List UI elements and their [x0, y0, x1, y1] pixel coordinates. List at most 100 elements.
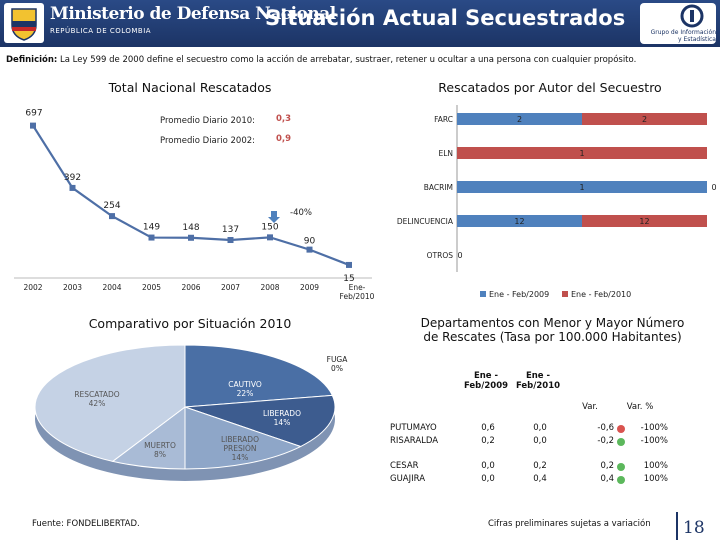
table-header-2009: Ene - Feb/2009 [463, 371, 509, 391]
table-cell-dept: GUAJIRA [390, 474, 426, 484]
table-cell-var-pct: -100% [640, 423, 668, 433]
table-cell-var: -0,6 [597, 423, 614, 433]
status-dot-icon [617, 463, 625, 471]
preliminary-note: Cifras preliminares sujetas a variación [488, 519, 651, 529]
ministry-name: Ministerio de Defensa Nacional [50, 4, 336, 24]
line-data-label: 392 [64, 173, 81, 183]
table-cell-var-pct: 100% [643, 474, 668, 484]
table-cell-2009: 0,0 [481, 461, 495, 471]
definition-text: Definición: La Ley 599 de 2000 define el… [6, 55, 716, 65]
line-data-label: 697 [25, 109, 42, 119]
table-title: Departamentos con Menor y Mayor Número d… [420, 316, 685, 344]
footer-divider [676, 512, 678, 540]
bar-segment [457, 113, 582, 125]
bar-category-label: OTROS [427, 251, 454, 260]
table-cell-var-pct: 100% [643, 461, 668, 471]
pie-slice-pct: 8% [154, 450, 166, 459]
pie-slice-label: FUGA [327, 355, 349, 364]
pie-chart-title: Comparativo por Situación 2010 [88, 316, 292, 331]
line-point [30, 122, 36, 129]
table-header-var-pct: Var. % [626, 402, 654, 412]
table-cell-2009: 0,0 [481, 474, 495, 484]
line-x-tick: 2003 [63, 283, 82, 292]
line-data-label: 90 [304, 237, 316, 247]
line-x-tick: 2006 [181, 283, 200, 292]
bar-data-label: 0 [711, 183, 716, 192]
bar-data-label: 0 [457, 251, 462, 260]
table-cell-dept: PUTUMAYO [390, 423, 437, 433]
line-x-tick: 2009 [300, 283, 319, 292]
down-arrow-icon [268, 208, 280, 223]
avg-2010-value: 0,3 [276, 114, 292, 124]
table-cell-2009: 0,2 [481, 436, 495, 446]
line-x-tick: 2008 [260, 283, 279, 292]
table-cell-2009: 0,6 [481, 423, 495, 433]
table-cell-2010: 0,0 [533, 436, 547, 446]
line-chart: 697 2002 392 2003 254 2004 149 2005 148 2006 137 20… [14, 109, 375, 301]
page-title: Situación Actual Secuestrados [265, 6, 626, 30]
pie-slice-pct: 42% [89, 399, 106, 408]
table-cell-2010: 0,0 [533, 423, 547, 433]
status-dot-icon [617, 476, 625, 484]
pie-slice [184, 345, 334, 408]
table-cell-2010: 0,4 [533, 474, 547, 484]
line-point [188, 234, 194, 241]
line-chart-title: Total Nacional Rescatados [108, 80, 272, 95]
status-dot-icon [617, 438, 625, 446]
pie-slice-label: PRESIÓN [224, 444, 257, 453]
pie-slice-label: LIBERADO [263, 409, 301, 418]
pie-slice-label: RESCATADO [74, 390, 119, 399]
coat-of-arms-logo [4, 3, 44, 43]
table-cell-dept: CESAR [390, 461, 419, 471]
line-point [306, 246, 313, 253]
header-bar [0, 0, 720, 47]
line-data-label: 150 [261, 222, 278, 232]
change-annotation: -40% [290, 208, 312, 218]
line-point [109, 213, 115, 220]
line-data-label: 137 [222, 225, 239, 235]
bar-data-label: 1 [579, 183, 584, 192]
line-data-label: 254 [103, 201, 120, 211]
table-cell-var: 0,2 [600, 461, 614, 471]
country-name: REPÚBLICA DE COLOMBIA [50, 27, 152, 35]
line-point [346, 261, 352, 268]
line-point [69, 184, 76, 191]
line-point [227, 237, 234, 244]
line-x-tick: 2005 [142, 283, 161, 292]
pie-chart: CAUTIVO22%LIBERADO14%LIBERADOPRESIÓN14%M… [34, 345, 349, 481]
bar-data-label: 2 [642, 115, 647, 124]
bar-segment [457, 181, 707, 193]
group-name-line2: y Estadística [677, 36, 716, 43]
status-dot-icon [617, 425, 625, 433]
bar-data-label: 1 [579, 149, 584, 158]
avg-2010-label: Promedio Diario 2010: [160, 116, 256, 126]
bar-data-label: 12 [639, 217, 649, 226]
line-point [267, 234, 273, 241]
table-header-var: Var. [582, 402, 598, 412]
bar-segment [457, 147, 707, 159]
legend-label: Ene - Feb/2009 [489, 290, 549, 299]
bar-segment [582, 113, 707, 125]
pie-slice-pct: 14% [274, 418, 291, 427]
bar-category-label: DELINCUENCIA [397, 217, 454, 226]
pie-slice-label: CAUTIVO [228, 380, 262, 389]
line-x-tick: 2002 [23, 283, 42, 292]
pie-slice-label: LIBERADO [221, 435, 259, 444]
line-data-label: 149 [143, 223, 160, 233]
line-data-label: 148 [182, 223, 199, 233]
table-cell-var: -0,2 [597, 436, 614, 446]
line-x-tick: 2007 [221, 283, 240, 292]
table-cell-dept: RISARALDA [390, 436, 439, 446]
group-name-line1: Grupo de Información [650, 29, 716, 36]
line-series [32, 125, 350, 266]
line-point [148, 234, 155, 241]
bar-category-label: FARC [434, 115, 453, 124]
definition-body: La Ley 599 de 2000 define el secuestro c… [57, 55, 637, 65]
line-data-label: 15 [343, 274, 354, 284]
pie-slice-pct: 22% [237, 389, 254, 398]
group-name: Grupo de Información y Estadística [640, 29, 716, 43]
table-cell-2010: 0,2 [533, 461, 547, 471]
bar-segment [582, 215, 707, 227]
page-number: 18 [683, 518, 705, 538]
table-header-2010: Ene - Feb/2010 [515, 371, 561, 391]
